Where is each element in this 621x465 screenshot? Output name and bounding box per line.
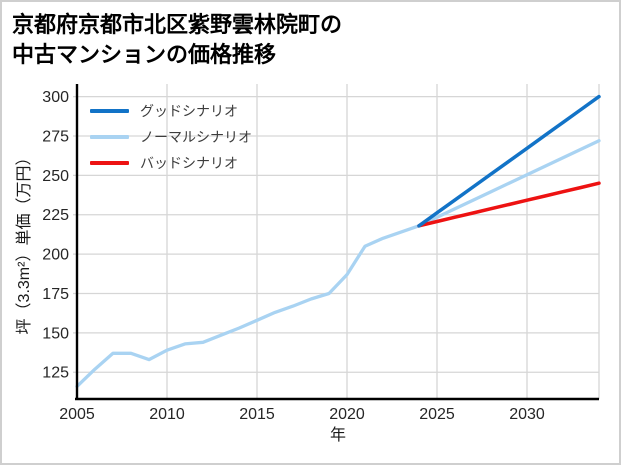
x-tick-label-2005: 2005 — [59, 406, 95, 423]
legend-label-2: ノーマルシナリオ — [140, 129, 252, 145]
y-tick-label-275: 275 — [42, 128, 69, 145]
legend-swatch-1 — [90, 109, 129, 113]
y-tick-label-150: 150 — [42, 325, 69, 342]
x-tick-label-2010: 2010 — [149, 406, 185, 423]
legend-label-3: バッドシナリオ — [140, 155, 238, 171]
x-tick-label-2025: 2025 — [419, 406, 455, 423]
chart-title-line1: 京都府京都市北区紫野雲林院町の — [12, 12, 343, 37]
y-tick-label-300: 300 — [42, 89, 69, 106]
y-tick-label-125: 125 — [42, 365, 69, 382]
y-tick-label-225: 225 — [42, 207, 69, 224]
chart-title: 京都府京都市北区紫野雲林院町の 中古マンションの価格推移 — [12, 10, 342, 70]
series-line-1 — [417, 94, 601, 228]
legend-label-1: グッドシナリオ — [140, 103, 238, 119]
legend-item-3: バッドシナリオ — [90, 150, 252, 176]
series-line-3 — [417, 181, 601, 228]
legend-item-2: ノーマルシナリオ — [90, 124, 252, 150]
x-tick-label-2030: 2030 — [509, 406, 545, 423]
y-tick-label-175: 175 — [42, 286, 69, 303]
y-tick-label-200: 200 — [42, 247, 69, 264]
series-line-2 — [75, 139, 601, 389]
legend-swatch-3 — [90, 161, 129, 165]
legend-swatch-2 — [90, 135, 129, 139]
y-axis-label: 坪（3.3m²）単価（万円） — [16, 149, 33, 335]
y-tick-label-250: 250 — [42, 168, 69, 185]
chart-legend: グッドシナリオ ノーマルシナリオ バッドシナリオ — [90, 98, 252, 176]
legend-item-1: グッドシナリオ — [90, 98, 252, 124]
x-axis-label: 年 — [329, 427, 347, 444]
x-tick-label-2015: 2015 — [239, 406, 275, 423]
chart-title-line2: 中古マンションの価格推移 — [12, 42, 277, 67]
x-tick-label-2020: 2020 — [329, 406, 365, 423]
